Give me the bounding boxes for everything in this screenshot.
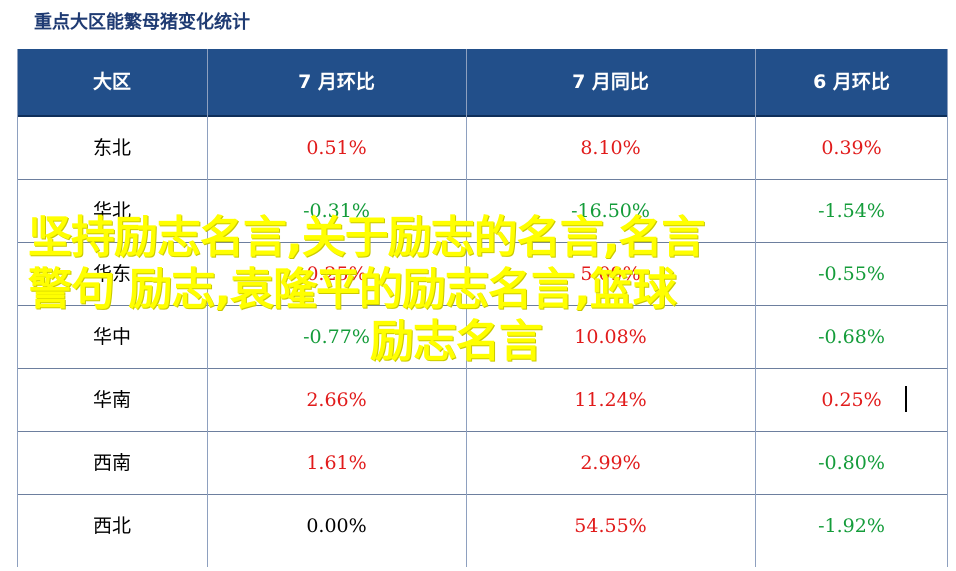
value-cell: 5.09%: [580, 263, 641, 285]
table-row: 华中 -0.77% 10.08% -0.68%: [17, 306, 948, 369]
value-cell: -0.31%: [303, 200, 370, 222]
region-cell: 华东: [92, 263, 131, 285]
value-cell: 0.39%: [821, 137, 882, 159]
column-divider: [207, 49, 208, 567]
table-row: 华北 -0.31% -16.50% -1.54%: [17, 180, 948, 243]
table-row: 华东 0.25% 5.09% -0.55%: [17, 243, 948, 306]
region-cell: 东北: [92, 137, 131, 159]
table-row: 华南 2.66% 11.24% 0.25%: [17, 369, 948, 432]
column-divider: [17, 49, 18, 567]
overlay-line-2: 警句 励志,袁隆平的励志名言,篮球: [28, 264, 677, 315]
value-cell: 0.51%: [306, 137, 367, 159]
value-cell: 8.10%: [580, 137, 641, 159]
overlay-line-3: 励志名言: [370, 316, 543, 367]
value-cell: 0.00%: [306, 515, 367, 537]
value-cell: 0.25%: [821, 389, 882, 411]
value-cell: -1.54%: [818, 200, 885, 222]
value-cell: -0.77%: [303, 326, 370, 348]
table-header: 大区 7 月环比 7 月同比 6 月环比: [17, 49, 948, 117]
value-cell: 54.55%: [574, 515, 647, 537]
table-row: 西南 1.61% 2.99% -0.80%: [17, 432, 948, 495]
value-cell: -1.92%: [818, 515, 885, 537]
table-row: 西北 0.00% 54.55% -1.92%: [17, 495, 948, 557]
text-cursor: [905, 386, 907, 412]
header-jun-mom: 6 月环比: [813, 71, 890, 93]
region-cell: 西南: [92, 452, 131, 474]
value-cell: -0.55%: [818, 263, 885, 285]
page-title: 重点大区能繁母猪变化统计: [34, 12, 250, 33]
value-cell: 1.61%: [306, 452, 367, 474]
value-cell: 2.66%: [306, 389, 367, 411]
overlay-line-1: 坚持励志名言,关于励志的名言,名言: [28, 212, 705, 263]
region-cell: 西北: [92, 515, 131, 537]
header-jul-mom: 7 月环比: [298, 71, 375, 93]
region-cell: 华中: [92, 326, 131, 348]
header-region: 大区: [92, 71, 131, 93]
value-cell: 10.08%: [574, 326, 647, 348]
data-table: 大区 7 月环比 7 月同比 6 月环比 东北 0.51% 8.10% 0.39…: [17, 49, 948, 567]
table-row: 东北 0.51% 8.10% 0.39%: [17, 117, 948, 180]
region-cell: 华南: [92, 389, 131, 411]
value-cell: -16.50%: [571, 200, 650, 222]
watermark-overlay: 坚持励志名言,关于励志的名言,名言 警句 励志,袁隆平的励志名言,篮球 励志名言: [28, 212, 888, 368]
value-cell: 11.24%: [574, 389, 647, 411]
value-cell: -0.68%: [818, 326, 885, 348]
region-cell: 华北: [92, 200, 131, 222]
value-cell: 0.25%: [306, 263, 367, 285]
value-cell: -0.80%: [818, 452, 885, 474]
value-cell: 2.99%: [580, 452, 641, 474]
column-divider: [947, 49, 948, 567]
header-jul-yoy: 7 月同比: [572, 71, 649, 93]
column-divider: [466, 49, 467, 567]
column-divider: [755, 49, 756, 567]
